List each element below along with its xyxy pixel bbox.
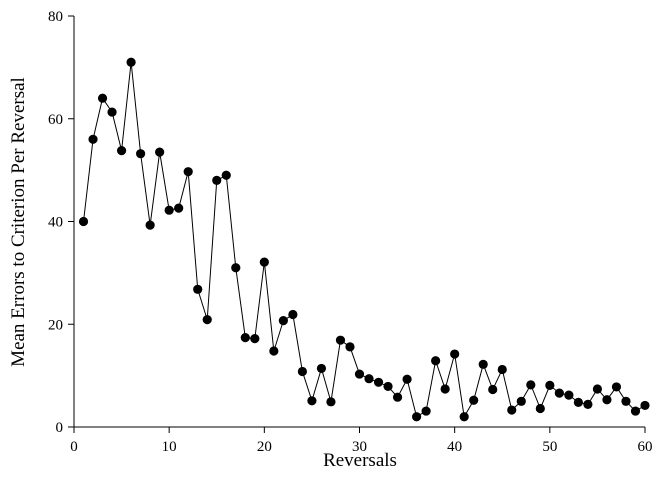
data-point (193, 284, 203, 294)
data-point (526, 380, 536, 390)
data-point (278, 316, 288, 326)
data-point (231, 263, 241, 273)
data-point (240, 333, 250, 343)
data-point (507, 405, 517, 415)
data-point (630, 406, 641, 416)
y-tick-label: 80 (48, 9, 63, 25)
data-point (174, 203, 184, 213)
data-point (183, 167, 193, 177)
data-point (469, 395, 479, 405)
data-point (212, 175, 222, 185)
data-point (421, 406, 431, 416)
x-tick-label: 40 (447, 439, 462, 455)
data-point (259, 257, 269, 267)
data-point (221, 170, 231, 180)
data-point (202, 315, 212, 325)
data-point (573, 397, 583, 407)
data-point (364, 374, 374, 384)
x-tick-label: 60 (638, 439, 653, 455)
data-point (412, 412, 422, 422)
data-point (88, 134, 98, 144)
data-point (440, 384, 450, 394)
data-point (640, 400, 650, 411)
data-point (431, 356, 441, 366)
data-point (373, 377, 384, 387)
data-point (354, 369, 365, 379)
x-axis-title: Reversals (323, 450, 397, 471)
data-point (450, 349, 460, 359)
data-point (392, 392, 403, 402)
data-point (307, 396, 317, 406)
data-point (107, 107, 117, 117)
data-point (592, 384, 603, 394)
data-point (516, 396, 526, 406)
data-point (326, 397, 336, 407)
data-point (316, 363, 327, 374)
data-point (116, 146, 127, 156)
data-point (155, 147, 165, 157)
data-point (554, 388, 564, 398)
y-tick-label: 40 (48, 215, 63, 231)
data-point (126, 57, 136, 67)
data-point (297, 366, 307, 377)
data-point (269, 346, 279, 356)
data-point (488, 384, 498, 395)
data-point (164, 205, 174, 215)
y-tick-label: 0 (56, 420, 64, 436)
data-points (78, 57, 650, 422)
data-point (497, 364, 507, 375)
x-tick-label: 30 (352, 439, 367, 455)
x-tick-label: 10 (162, 439, 177, 455)
data-point (611, 382, 622, 392)
y-tick-label: 60 (48, 112, 63, 128)
data-point (250, 334, 260, 344)
data-point (621, 396, 631, 406)
data-point (78, 216, 89, 227)
data-point (402, 374, 412, 384)
y-tick-label: 20 (48, 317, 63, 333)
x-tick-label: 50 (542, 439, 557, 455)
data-point (545, 380, 555, 390)
data-point (145, 220, 155, 230)
x-tick-label: 20 (257, 439, 272, 455)
data-point (288, 309, 298, 320)
y-axis-title: Mean Errors to Criterion Per Reversal (8, 77, 29, 367)
data-point (345, 342, 355, 352)
data-point (535, 403, 545, 414)
x-axis-ticks: 0 10 20 30 40 50 60 (70, 427, 653, 455)
data-point (335, 335, 346, 345)
y-axis-ticks: 0 20 40 60 80 (48, 9, 74, 436)
data-point (478, 359, 488, 369)
data-point (583, 399, 593, 409)
data-point (602, 395, 612, 405)
data-point (564, 390, 574, 400)
axes (73, 16, 645, 428)
data-point (97, 93, 108, 103)
x-tick-label: 0 (70, 439, 78, 455)
data-point (459, 412, 469, 422)
data-point (136, 149, 146, 159)
data-point (383, 381, 393, 392)
series-line (83, 62, 646, 419)
